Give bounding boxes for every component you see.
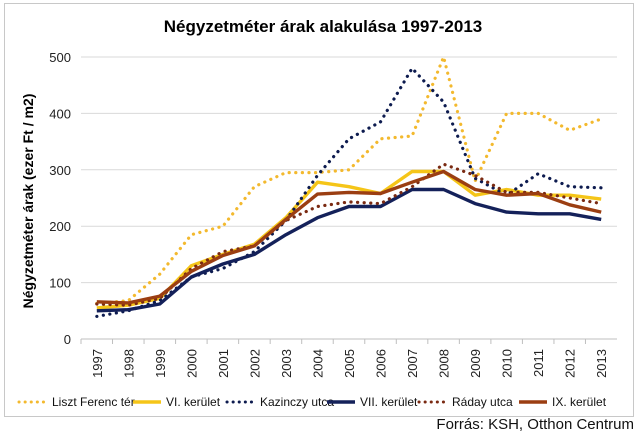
- x-tick-label: 2006: [374, 349, 389, 378]
- chart-title: Négyzetméter árak alakulása 1997-2013: [164, 17, 483, 36]
- source-note: Forrás: KSH, Otthon Centrum: [436, 416, 634, 433]
- y-tick-label: 500: [49, 50, 71, 65]
- x-tick-label: 2010: [500, 349, 515, 378]
- y-tick-label: 200: [49, 219, 71, 234]
- x-tick-label: 2013: [594, 349, 609, 378]
- legend-label: VI. kerület: [166, 395, 221, 409]
- chart-frame: Négyzetméter árak alakulása 1997-2013 Né…: [4, 3, 634, 417]
- x-tick-label: 2012: [563, 349, 578, 378]
- y-axis-label: Négyzetméter árak (ezer Ft / m2): [20, 94, 36, 309]
- grid-lines: [81, 56, 617, 340]
- series-lines: [95, 55, 603, 318]
- y-tick-label: 100: [49, 276, 71, 291]
- x-tick-label: 2000: [184, 349, 199, 378]
- legend-label: VII. kerület: [360, 395, 418, 409]
- x-tick-label: 1999: [153, 349, 168, 378]
- x-tick-label: 2002: [247, 349, 262, 378]
- x-tick-label: 2003: [279, 349, 294, 378]
- series-line-1: [95, 55, 603, 306]
- line-chart: Négyzetméter árak alakulása 1997-2013 Né…: [17, 17, 617, 409]
- legend-label: Kazinczy utca: [260, 395, 334, 409]
- x-tick-label: 2008: [437, 349, 452, 378]
- legend: Liszt Ferenc tér VI. kerület Kazinczy utca…: [17, 395, 607, 409]
- x-tick-label: 2007: [405, 349, 420, 378]
- x-tick-label: 2004: [310, 349, 325, 378]
- series-line-4: [96, 187, 602, 313]
- legend-label: Ráday utca: [452, 395, 513, 409]
- x-tick-label: 2005: [342, 349, 357, 378]
- legend-label: IX. kerület: [552, 395, 607, 409]
- x-tick-label: 2011: [531, 349, 546, 377]
- y-tick-label: 300: [49, 163, 71, 178]
- legend-label: Liszt Ferenc tér: [52, 395, 135, 409]
- y-tick-label: 400: [49, 106, 71, 121]
- x-tick-label: 2009: [468, 349, 483, 378]
- y-tick-label: 0: [64, 332, 71, 347]
- axes: 0 100 200 300 400 500 1997 1998 1999 2000 2001 2002…: [49, 50, 609, 378]
- x-tick-label: 2001: [216, 349, 231, 378]
- series-line-6: [96, 169, 602, 305]
- x-tick-label: 1998: [121, 349, 136, 378]
- x-tick-label: 1997: [90, 349, 105, 378]
